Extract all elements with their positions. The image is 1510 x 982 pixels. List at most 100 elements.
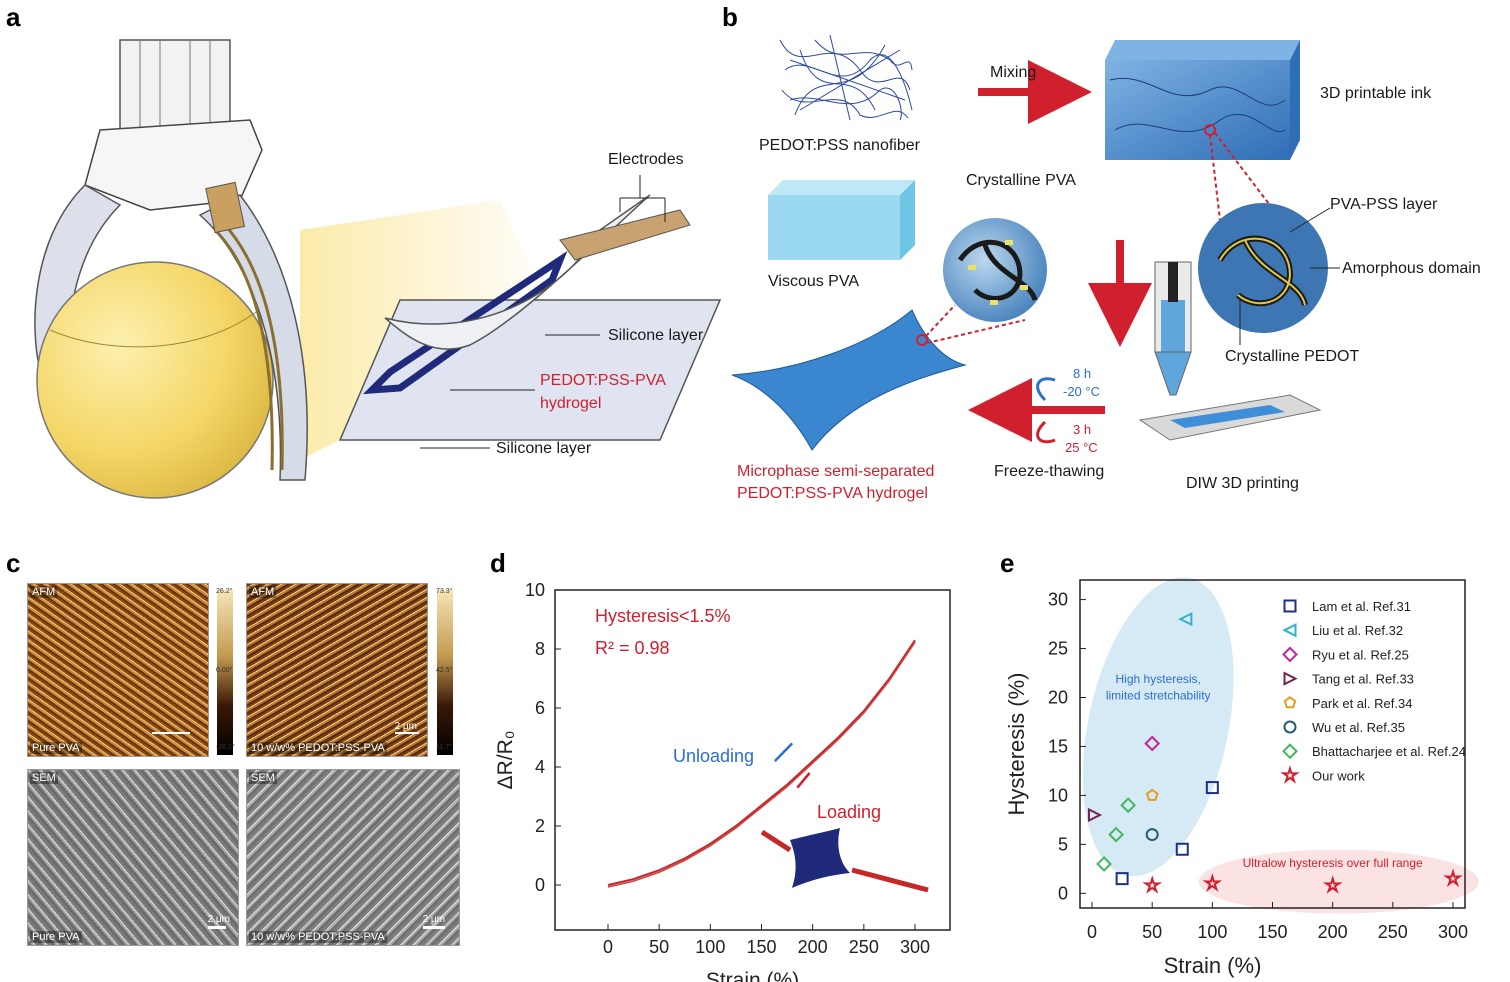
data-point (1145, 828, 1159, 842)
x-tick-label: 50 (649, 937, 669, 957)
label-product-2: PEDOT:PSS-PVA hydrogel (737, 485, 928, 502)
label-silicone-bottom: Silicone layer (496, 440, 592, 457)
stretched-sample-icon (790, 828, 850, 888)
data-point (1205, 781, 1219, 795)
x-tick-label: 200 (1318, 922, 1348, 942)
y-tick-label: 25 (1048, 639, 1068, 659)
cbar1-top: 26.2° (216, 588, 233, 595)
loading-curve (607, 639, 916, 886)
label-nanofiber: PEDOT:PSS nanofiber (759, 137, 920, 154)
data-point (1322, 875, 1343, 894)
high-region-label-1: High hysteresis, (1116, 672, 1201, 686)
stretch-arrow-right (851, 867, 929, 893)
panel-d-letter: d (490, 548, 506, 578)
x-tick-label: 150 (1257, 922, 1287, 942)
panel-c-letter: c (6, 548, 21, 578)
scale-bar-2 (395, 732, 419, 734)
hydrogel-sheet (731, 309, 967, 451)
sem-tag: SEM (30, 772, 58, 784)
r2-annotation: R² = 0.98 (595, 638, 670, 658)
pure-pva-tag: Pure PVA (30, 742, 82, 754)
afm-tag-2: AFM (249, 586, 277, 598)
viscous-pva-block (768, 180, 915, 260)
chart-d-frame (554, 589, 951, 931)
data-point (1443, 868, 1463, 888)
thaw-cycle-arrow (1036, 420, 1056, 444)
freeze-cycle-arrow (1036, 377, 1056, 402)
label-crystalline-pedot: Crystalline PEDOT (1225, 348, 1360, 365)
y-tick-label: 5 (1058, 834, 1068, 854)
label-freeze-time: 8 h (1073, 366, 1092, 381)
composite-tag: 10 w/w% PEDOT:PSS-PVA (249, 742, 387, 754)
sem-tag-2: SEM (249, 772, 277, 784)
cbar2-bot: 11.7° (436, 744, 452, 751)
gripped-sphere (36, 261, 274, 499)
loading-label: Loading (817, 802, 881, 822)
legend-label: Tang et al. Ref.33 (1312, 672, 1414, 687)
label-diw: DIW 3D printing (1186, 475, 1299, 492)
legend-marker (1283, 696, 1297, 709)
panel-e-letter: e (1000, 548, 1015, 578)
label-ink: 3D printable ink (1320, 85, 1432, 102)
panel-a-illustration (34, 39, 722, 499)
y-tick-label: 15 (1048, 736, 1068, 756)
data-point (1142, 875, 1163, 894)
high-hysteresis-region (1082, 577, 1234, 877)
panel-a-letter: a (6, 2, 21, 32)
y-tick-label: 20 (1048, 687, 1068, 707)
hydrogel-frame (362, 250, 568, 395)
hysteresis-annotation: Hysteresis<1.5% (595, 606, 731, 626)
label-thaw-time: 3 h (1073, 422, 1092, 437)
legend-marker (1280, 765, 1300, 784)
chart-d-strain-resistance: 0 50 100 150 200 250 300 0 2 4 6 8 10 Strain (%) ΔR/R₀… (494, 580, 951, 982)
legend-label: Park et al. Ref.34 (1312, 696, 1412, 711)
data-point (1202, 873, 1223, 892)
x-tick-label: 50 (1142, 922, 1162, 942)
x-tick-label: 300 (900, 937, 930, 957)
legend-marker (1282, 646, 1298, 663)
y-axis-label: Hysteresis (%) (1004, 672, 1029, 815)
afm-image-pure-pva: AFM Pure PVA (27, 583, 209, 757)
cbar2-mid: 42.5° (436, 667, 453, 674)
cbar1-bot: -26.2° (216, 744, 235, 751)
afm-scale-label: 2 μm (394, 721, 417, 732)
x-axis-label: Strain (%) (1164, 953, 1262, 978)
crystalline-pva-sphere (943, 218, 1047, 322)
y-tick-label: 2 (535, 816, 545, 836)
data-point (1145, 788, 1159, 801)
composite-tag-2: 10 w/w% PEDOT:PSS-PVA (249, 931, 387, 943)
nanofiber-tangle (779, 34, 913, 121)
chart-e-hysteresis-comparison: 0 50 100 150 200 250 300 0 5 10 15 20 25 30 Strain (%)… (1004, 577, 1479, 978)
label-pva-pss-layer: PVA-PSS layer (1330, 196, 1438, 213)
afm-tag: AFM (30, 586, 58, 598)
legend-label: Our work (1312, 768, 1365, 783)
y-tick-label: 6 (535, 698, 545, 718)
high-region-label-2: limited stretchability (1106, 688, 1211, 702)
gripper-sensor (205, 181, 246, 234)
data-point (1087, 807, 1103, 823)
x-tick-label: 150 (746, 937, 776, 957)
syringe (1138, 261, 1322, 441)
y-tick-label: 4 (535, 757, 545, 777)
legend-marker (1283, 599, 1297, 613)
label-amorphous: Amorphous domain (1342, 260, 1481, 277)
unloading-label: Unloading (673, 746, 754, 766)
legend-label: Bhattacharjee et al. Ref.24 (1312, 744, 1466, 759)
cbar2-top: 73.3° (436, 588, 453, 595)
label-electrodes: Electrodes (608, 151, 684, 168)
label-mixing: Mixing (990, 64, 1037, 81)
loading-arrow (796, 772, 811, 789)
y-tick-label: 10 (525, 580, 545, 600)
y-tick-label: 10 (1048, 785, 1068, 805)
data-point (1115, 872, 1129, 886)
label-freeze-thawing: Freeze-thawing (994, 463, 1105, 480)
x-axis-label: Strain (%) (706, 969, 799, 982)
y-tick-label: 0 (535, 875, 545, 895)
y-tick-label: 8 (535, 639, 545, 659)
legend-label: Ryu et al. Ref.25 (1312, 647, 1409, 662)
colorbar-1 (217, 590, 233, 755)
x-tick-label: 0 (603, 937, 613, 957)
x-tick-label: 100 (695, 937, 725, 957)
label-product-1: Microphase semi-separated (737, 463, 935, 480)
unloading-curve (607, 641, 916, 888)
